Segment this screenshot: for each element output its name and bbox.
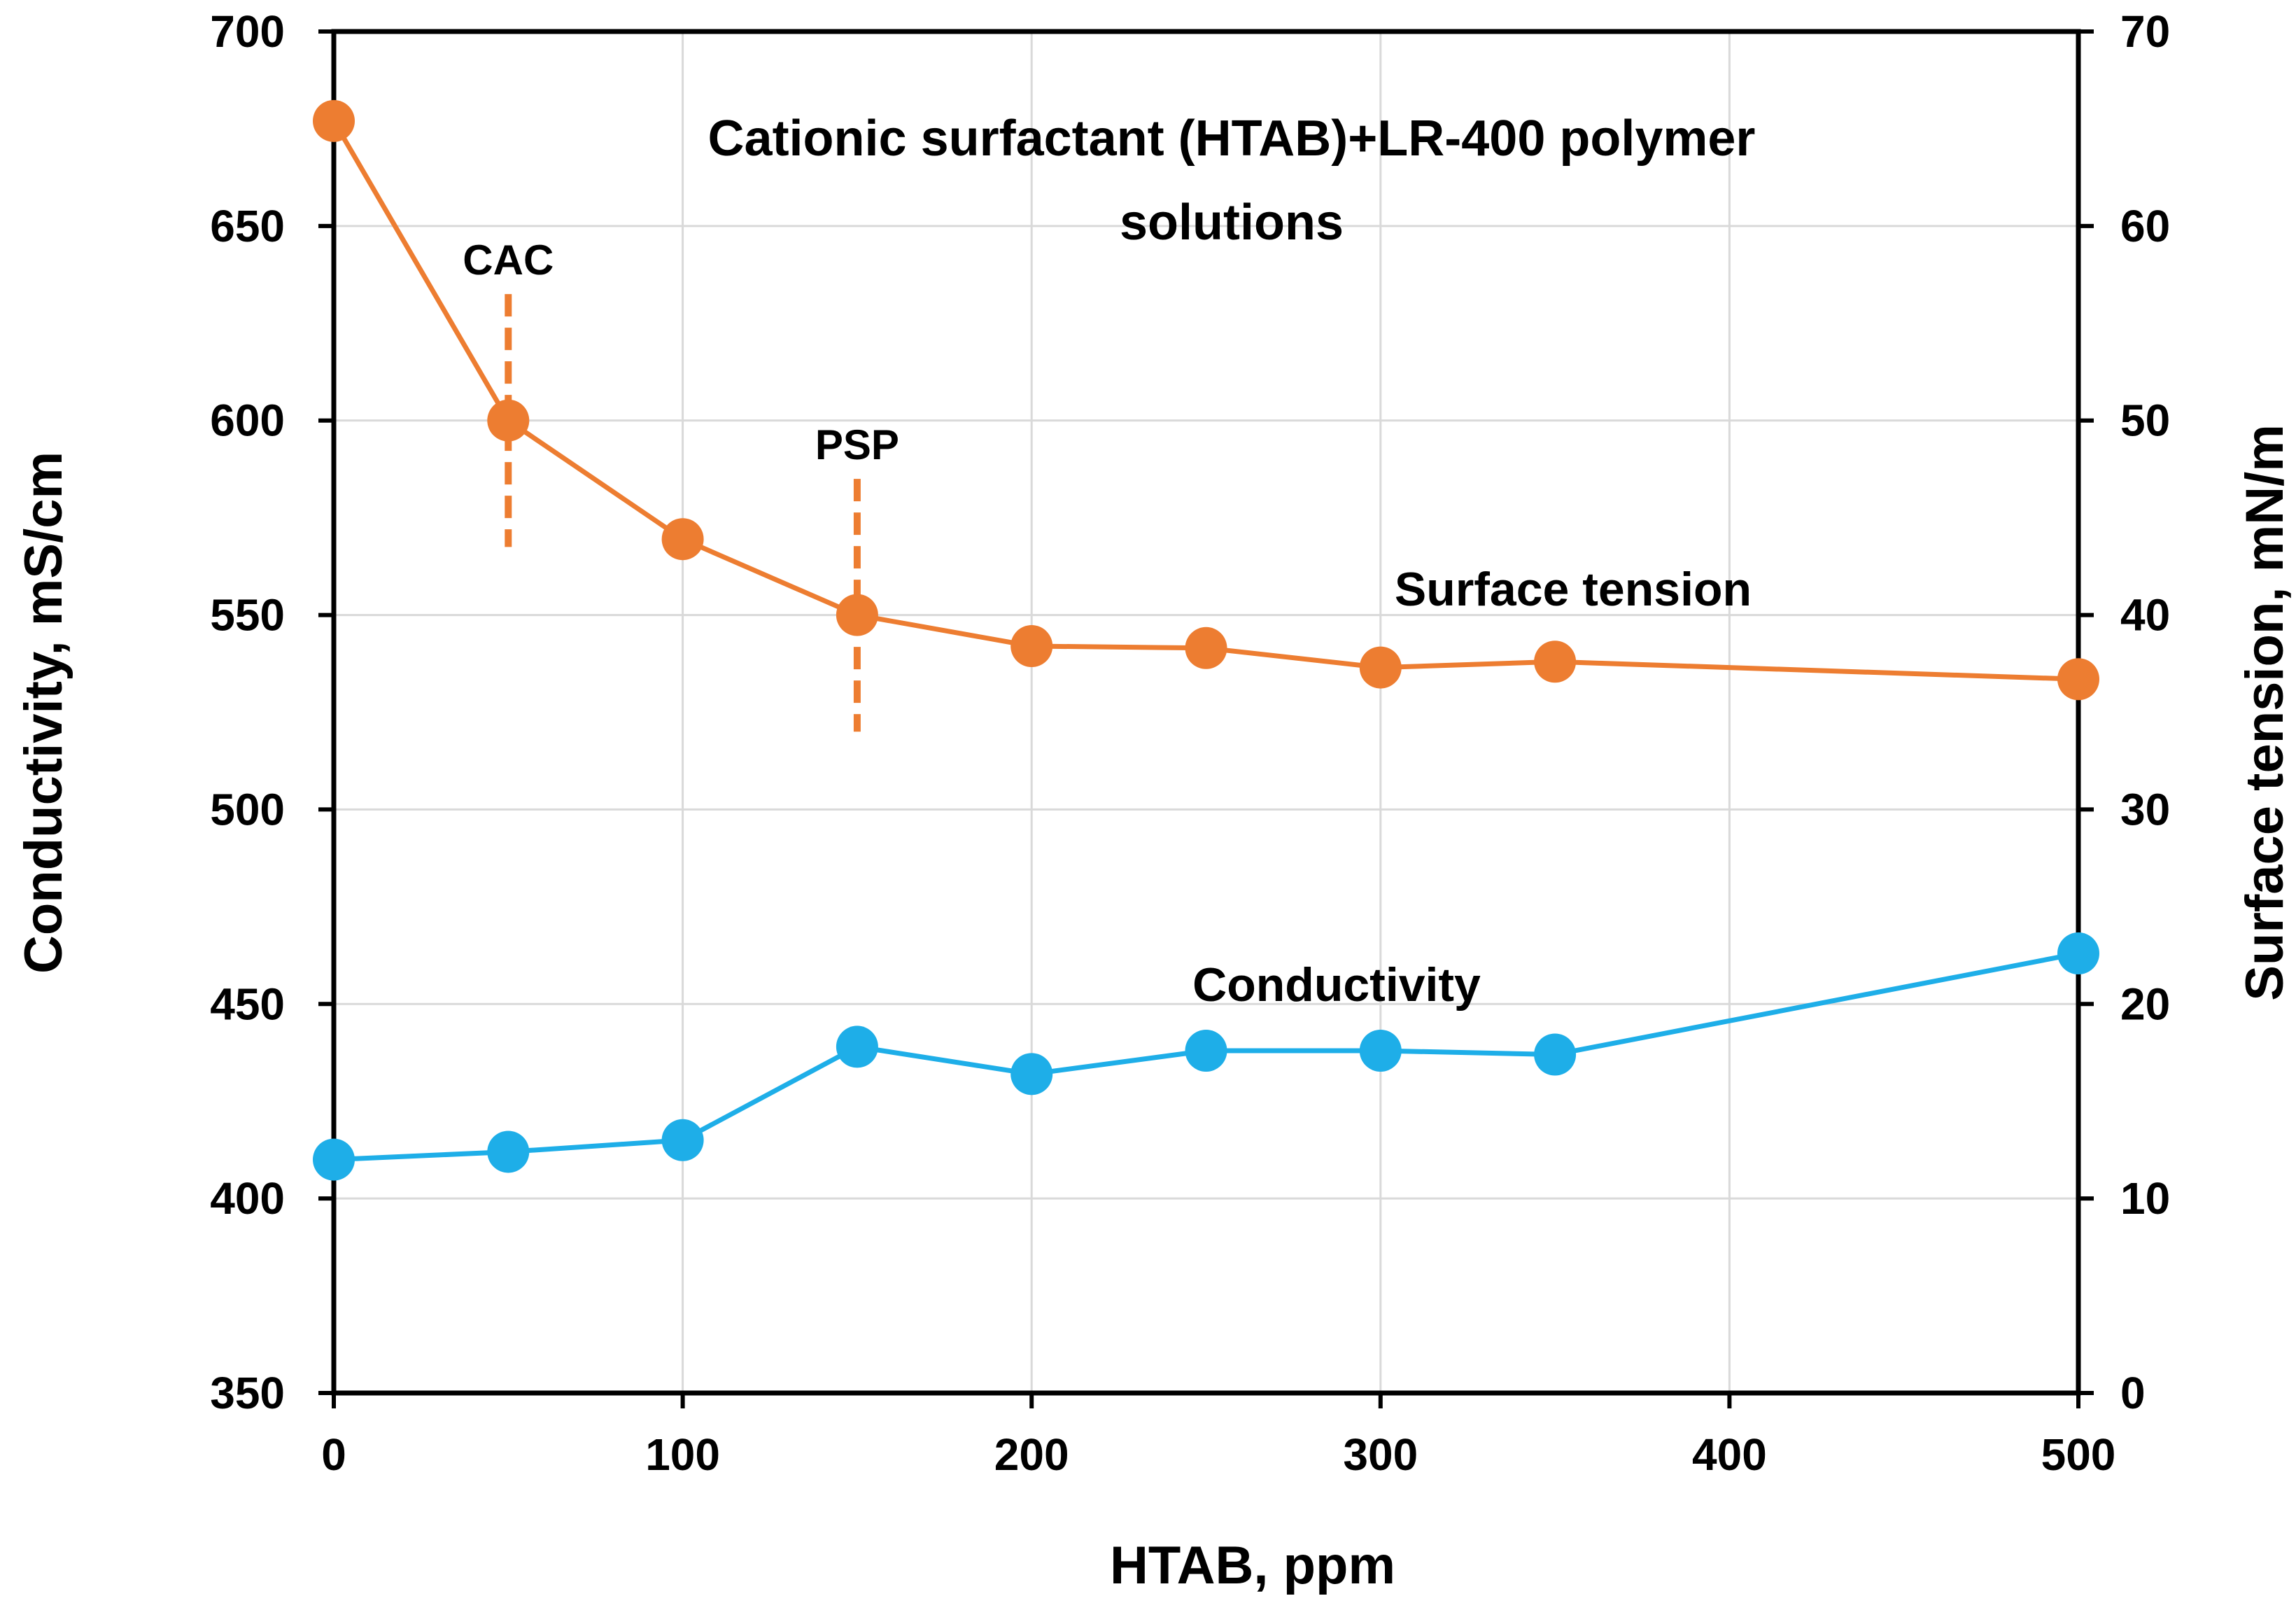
surface-tension-point-50 <box>487 399 530 442</box>
x-tick-label-300: 300 <box>1343 1429 1418 1480</box>
conductivity-point-500 <box>2057 932 2099 975</box>
x-tick-label-400: 400 <box>1692 1429 1767 1480</box>
conductivity-point-50 <box>487 1130 530 1173</box>
chart-title-line-2: solutions <box>1120 195 1344 251</box>
conductivity-point-250 <box>1185 1029 1227 1072</box>
surface-tension-point-350 <box>1534 640 1577 683</box>
x-tick-label-0: 0 <box>321 1429 346 1480</box>
surface-tension-point-100 <box>661 518 704 561</box>
y-right-tick-label-50: 50 <box>2120 396 2170 446</box>
x-tick-label-500: 500 <box>2041 1429 2116 1480</box>
y-right-tick-label-70: 70 <box>2120 6 2170 57</box>
y-left-tick-label-550: 550 <box>210 590 285 640</box>
axis-ticks: 0 100 200 300 400 500350400450500550600650700… <box>210 6 2170 1480</box>
conductivity-point-150 <box>836 1026 878 1068</box>
x-tick-label-100: 100 <box>645 1429 720 1480</box>
surface-tension-point-150 <box>836 594 878 636</box>
plot-frame <box>331 29 2081 1396</box>
y-right-tick-label-40: 40 <box>2120 590 2170 640</box>
y-left-tick-label-500: 500 <box>210 784 285 834</box>
psp-label: PSP <box>815 421 899 468</box>
y-right-tick-label-60: 60 <box>2120 201 2170 251</box>
y-left-tick-label-450: 450 <box>210 979 285 1029</box>
surface-tension-point-300 <box>1359 646 1402 689</box>
y-left-tick-label-400: 400 <box>210 1173 285 1224</box>
y-right-tick-label-30: 30 <box>2120 784 2170 834</box>
conductivity-point-200 <box>1010 1053 1053 1096</box>
threshold-annotations: CAC PSP <box>463 237 899 732</box>
series-label-surface-tension: Surface tension <box>1395 563 1752 616</box>
conductivity-point-100 <box>661 1119 704 1161</box>
surface-tension-point-500 <box>2057 658 2099 701</box>
y-left-tick-label-700: 700 <box>210 6 285 57</box>
series-label-conductivity: Conductivity <box>1192 958 1481 1011</box>
y-right-tick-label-10: 10 <box>2120 1173 2170 1224</box>
cac-label: CAC <box>463 237 554 284</box>
surface-tension-point-200 <box>1010 625 1053 668</box>
chart-title-line-1: Cationic surfactant (HTAB)+LR-400 polyme… <box>708 111 1756 167</box>
surface-tension-point-250 <box>1185 626 1227 669</box>
y-right-tick-label-0: 0 <box>2120 1368 2146 1418</box>
data-series <box>313 99 2099 1181</box>
surface-tension-point-0 <box>313 99 355 142</box>
y-axis-title-left: Conductivity, mS/cm <box>14 451 73 974</box>
y-left-tick-label-650: 650 <box>210 201 285 251</box>
x-axis-title: HTAB, ppm <box>1110 1536 1395 1595</box>
conductivity-point-300 <box>1359 1029 1402 1072</box>
y-left-tick-label-600: 600 <box>210 396 285 446</box>
x-tick-label-200: 200 <box>994 1429 1069 1480</box>
conductivity-point-0 <box>313 1138 355 1181</box>
y-axis-title-right: Surface tension, mN/m <box>2235 424 2295 1001</box>
y-left-tick-label-350: 350 <box>210 1368 285 1418</box>
conductivity-point-350 <box>1534 1033 1577 1076</box>
y-right-tick-label-20: 20 <box>2120 979 2170 1029</box>
